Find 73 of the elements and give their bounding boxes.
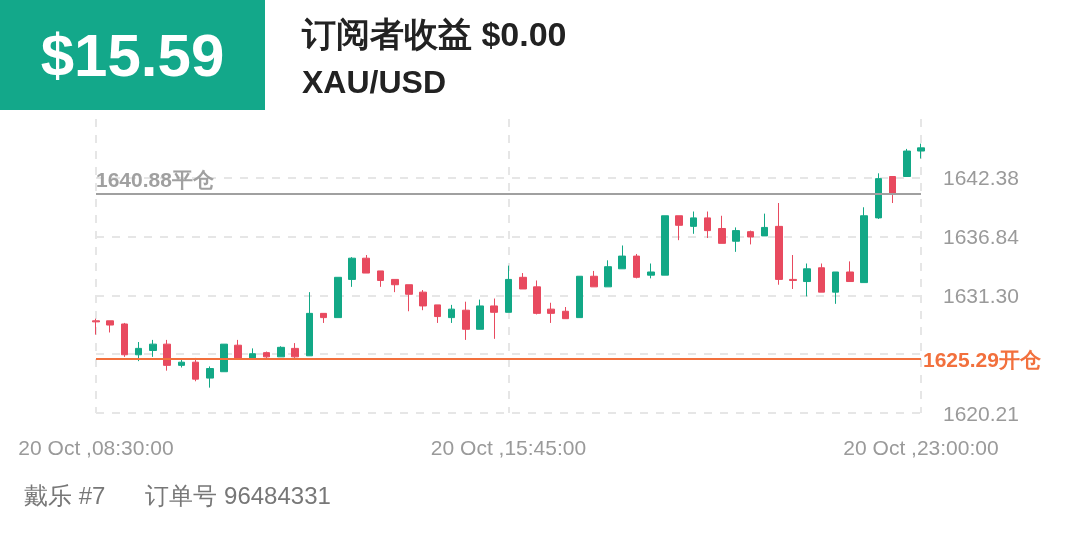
candlestick [875, 172, 882, 220]
x-tick-label: 20 Oct ,08:30:00 [18, 436, 174, 459]
candlestick [718, 215, 726, 244]
candlestick [476, 299, 484, 330]
candlestick [732, 226, 740, 253]
y-tick-label: 1636.84 [943, 225, 1020, 249]
candlestick [903, 148, 911, 178]
candlestick [135, 341, 142, 362]
candlestick [448, 304, 455, 324]
candlestick [846, 260, 854, 283]
text: 戴乐 #7 [24, 481, 106, 511]
candlestick [92, 318, 100, 336]
y-tick-label: 1620.21 [943, 401, 1019, 425]
candlestick [434, 304, 441, 324]
candlestick [405, 284, 413, 312]
candlestick [391, 278, 399, 293]
candlestick [704, 211, 711, 239]
candlestick [860, 206, 868, 284]
candlestick [462, 301, 470, 341]
candlestick [306, 291, 313, 357]
candlestick [263, 351, 270, 359]
candlestick [789, 254, 797, 290]
candlestick [690, 211, 697, 235]
candlestick [206, 365, 214, 389]
y-tick-label: 1631.30 [943, 283, 1019, 307]
candlestick [562, 306, 569, 320]
chart-subtitle: XAU/USD [302, 64, 447, 101]
candlestick [419, 289, 427, 311]
candlestick [377, 270, 384, 288]
chart-title: 订阅者收益 $0.00 [302, 14, 567, 55]
candlestick [362, 254, 370, 274]
candlestick [348, 256, 356, 288]
candlestick [220, 343, 228, 373]
candlestick [661, 215, 669, 276]
candlestick [149, 339, 157, 358]
candlestick [747, 230, 754, 245]
candlestick [178, 359, 185, 368]
candlestick [917, 143, 925, 159]
candlestick [803, 263, 811, 297]
candlestick [547, 302, 555, 324]
candlestick [818, 263, 825, 293]
candlestick [249, 347, 256, 359]
candlestick [291, 342, 299, 359]
candlestick [334, 276, 342, 319]
candlestick [775, 202, 783, 286]
candlestick [234, 339, 242, 359]
candlestick [106, 320, 114, 333]
candlestick [647, 263, 655, 279]
candlestick [163, 339, 171, 372]
x-tick-label: 20 Oct ,15:45:00 [430, 436, 587, 459]
candlestick [576, 275, 583, 319]
candlestick [192, 357, 199, 382]
candlestick [320, 312, 327, 324]
candlestick [675, 215, 683, 241]
ref-line-label: 1640.88平仓 [96, 167, 215, 191]
candlestick [121, 322, 128, 358]
candlestick [633, 253, 640, 279]
candlestick [490, 298, 498, 340]
candlestick [761, 213, 768, 237]
candlestick [590, 270, 598, 288]
candlestick [618, 244, 626, 270]
y-tick-label: 1642.38 [943, 166, 1019, 190]
candlestick [604, 259, 612, 288]
candlestick [832, 271, 839, 305]
candlestick [519, 272, 527, 290]
candlestick [277, 345, 285, 358]
candlestick [889, 176, 896, 204]
ref-line-label: 1625.29开仓 [923, 347, 1042, 371]
candlestick [533, 279, 541, 315]
candlestick [505, 265, 512, 313]
text: $15.59 [40, 20, 225, 90]
text: 订单号 96484331 [145, 481, 331, 511]
x-tick-label: 20 Oct ,23:00:00 [843, 436, 999, 459]
